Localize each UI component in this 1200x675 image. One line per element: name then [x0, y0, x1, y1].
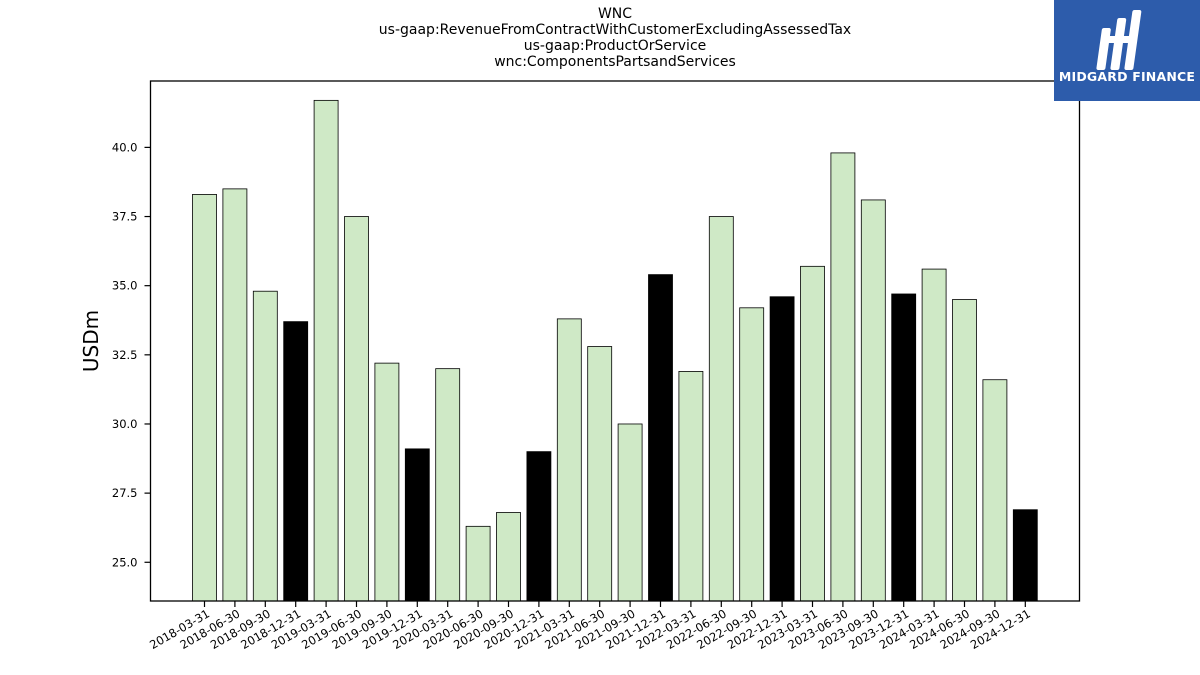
bar-2020-09-30	[496, 512, 521, 602]
bar-2019-09-30	[374, 362, 400, 602]
bar-2022-09-30	[739, 307, 765, 602]
bar-2019-06-30	[344, 216, 369, 602]
y-axis-label: USDm	[79, 310, 103, 372]
bar-2024-03-31	[921, 268, 947, 602]
bar-2024-12-31	[1012, 509, 1038, 602]
midgard-logo-icon	[1096, 10, 1142, 70]
bar-2019-12-31	[404, 448, 430, 602]
bars-group	[192, 99, 1038, 602]
y-tick-label: 27.5	[112, 486, 138, 500]
y-tick-label: 30.0	[112, 417, 138, 431]
bar-2023-12-31	[891, 293, 917, 602]
chart-title: WNC	[597, 6, 633, 22]
y-tick-label: 25.0	[112, 555, 138, 569]
bar-2020-12-31	[526, 451, 552, 602]
bar-2018-09-30	[252, 290, 278, 602]
bar-2022-03-31	[678, 371, 704, 602]
x-axis: 2018-03-312018-06-302018-09-302018-12-31…	[147, 601, 1033, 652]
chart-subtitle-member: wnc:ComponentsPartsandServices	[494, 54, 736, 70]
plot-frame	[149, 80, 1081, 602]
midgard-finance-logo: MIDGARD FINANCE	[1054, 0, 1200, 101]
chart-subtitle-concept: us-gaap:RevenueFromContractWithCustomerE…	[378, 22, 852, 38]
y-tick-label: 37.5	[112, 210, 138, 224]
bar-2021-09-30	[617, 423, 643, 602]
bar-2022-12-31	[769, 296, 795, 602]
bar-2022-06-30	[708, 216, 734, 602]
chart-subtitle-axis: us-gaap:ProductOrService	[523, 38, 707, 54]
bar-2021-12-31	[648, 274, 673, 602]
bar-2023-03-31	[800, 265, 825, 602]
chart-title-block: WNC us-gaap:RevenueFromContractWithCusto…	[150, 6, 1080, 70]
bar-2018-12-31	[283, 321, 309, 602]
bar-2020-06-30	[465, 525, 491, 602]
y-axis: 25.0 27.5 30.0 32.5 35.0 37.5 40.0	[112, 140, 151, 569]
bar-2024-09-30	[982, 379, 1008, 602]
logo-text: MIDGARD FINANCE	[1058, 69, 1196, 84]
bar-2023-06-30	[830, 152, 856, 602]
bar-2024-06-30	[952, 299, 977, 602]
bar-2019-03-31	[313, 99, 339, 602]
bar-2018-06-30	[222, 188, 248, 602]
bar-2021-06-30	[587, 346, 613, 602]
y-tick-label: 32.5	[112, 348, 138, 362]
bar-2020-03-31	[435, 368, 461, 602]
bar-2018-03-31	[192, 194, 217, 602]
y-tick-label: 35.0	[112, 279, 138, 293]
bar-2023-09-30	[860, 199, 886, 602]
y-tick-label: 40.0	[112, 140, 138, 154]
bar-2021-03-31	[556, 318, 582, 602]
